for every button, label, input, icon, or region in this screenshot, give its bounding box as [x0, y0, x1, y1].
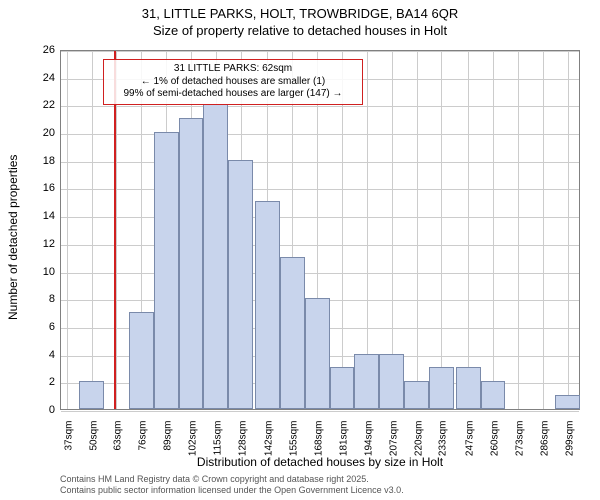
y-tick-label: 2: [25, 376, 55, 388]
y-tick-label: 20: [25, 127, 55, 139]
gridline-v: [417, 51, 418, 409]
gridline-v: [92, 51, 93, 409]
gridline-v: [468, 51, 469, 409]
x-tick-label: 247sqm: [465, 421, 476, 471]
histogram-bar: [179, 118, 204, 409]
reference-callout: 31 LITTLE PARKS: 62sqm← 1% of detached h…: [103, 59, 363, 105]
x-tick-label: 89sqm: [163, 421, 174, 471]
gridline-v: [441, 51, 442, 409]
histogram-bar: [255, 201, 280, 409]
y-tick-label: 24: [25, 72, 55, 84]
x-tick-label: 155sqm: [289, 421, 300, 471]
chart-title: 31, LITTLE PARKS, HOLT, TROWBRIDGE, BA14…: [0, 0, 600, 40]
x-tick-label: 50sqm: [88, 421, 99, 471]
histogram-bar: [481, 381, 506, 409]
histogram-bar: [305, 298, 330, 409]
gridline-h: [61, 134, 579, 135]
histogram-bar: [280, 257, 305, 409]
plot-area: 31 LITTLE PARKS: 62sqm← 1% of detached h…: [60, 50, 580, 410]
x-tick-label: 37sqm: [63, 421, 74, 471]
title-line-1: 31, LITTLE PARKS, HOLT, TROWBRIDGE, BA14…: [0, 6, 600, 23]
title-line-2: Size of property relative to detached ho…: [0, 23, 600, 40]
x-tick-label: 194sqm: [363, 421, 374, 471]
y-tick-label: 22: [25, 99, 55, 111]
y-axis-label: Number of detached properties: [6, 155, 20, 320]
gridline-h: [61, 245, 579, 246]
gridline-v: [116, 51, 117, 409]
attribution-line-2: Contains public sector information licen…: [60, 485, 404, 496]
y-tick-label: 26: [25, 44, 55, 56]
x-tick-label: 168sqm: [314, 421, 325, 471]
gridline-h: [61, 106, 579, 107]
histogram-bar: [330, 367, 355, 409]
y-tick-label: 12: [25, 238, 55, 250]
x-tick-label: 299sqm: [564, 421, 575, 471]
gridline-h: [61, 273, 579, 274]
x-tick-label: 102sqm: [188, 421, 199, 471]
y-tick-label: 4: [25, 349, 55, 361]
x-tick-label: 220sqm: [413, 421, 424, 471]
histogram-bar: [129, 312, 154, 409]
x-tick-label: 181sqm: [339, 421, 350, 471]
gridline-v: [342, 51, 343, 409]
histogram-bar: [456, 367, 481, 409]
gridline-v: [493, 51, 494, 409]
x-tick-label: 76sqm: [138, 421, 149, 471]
gridline-h: [61, 51, 579, 52]
histogram-bar: [404, 381, 429, 409]
gridline-v: [568, 51, 569, 409]
y-tick-label: 10: [25, 266, 55, 278]
x-tick-label: 260sqm: [490, 421, 501, 471]
histogram-bar: [354, 354, 379, 409]
histogram-bar: [79, 381, 104, 409]
gridline-h: [61, 411, 579, 412]
x-tick-label: 233sqm: [438, 421, 449, 471]
x-tick-label: 115sqm: [212, 421, 223, 471]
gridline-v: [518, 51, 519, 409]
attribution-block: Contains HM Land Registry data © Crown c…: [60, 474, 404, 496]
histogram-bar: [228, 160, 253, 409]
histogram-bar: [429, 367, 454, 409]
callout-line: 31 LITTLE PARKS: 62sqm: [110, 63, 356, 76]
x-tick-label: 286sqm: [539, 421, 550, 471]
callout-line: ← 1% of detached houses are smaller (1): [110, 76, 356, 89]
y-tick-label: 16: [25, 182, 55, 194]
y-tick-label: 8: [25, 293, 55, 305]
x-tick-label: 142sqm: [264, 421, 275, 471]
y-tick-label: 0: [25, 404, 55, 416]
gridline-h: [61, 217, 579, 218]
x-tick-label: 207sqm: [388, 421, 399, 471]
x-tick-label: 63sqm: [113, 421, 124, 471]
y-tick-label: 6: [25, 321, 55, 333]
gridline-v: [543, 51, 544, 409]
histogram-bar: [379, 354, 404, 409]
histogram-bar: [154, 132, 179, 409]
x-tick-label: 128sqm: [237, 421, 248, 471]
chart-container: 31, LITTLE PARKS, HOLT, TROWBRIDGE, BA14…: [0, 0, 600, 500]
x-tick-label: 273sqm: [514, 421, 525, 471]
gridline-v: [67, 51, 68, 409]
gridline-h: [61, 189, 579, 190]
gridline-h: [61, 162, 579, 163]
attribution-line-1: Contains HM Land Registry data © Crown c…: [60, 474, 404, 485]
histogram-bar: [555, 395, 580, 409]
callout-line: 99% of semi-detached houses are larger (…: [110, 88, 356, 101]
y-tick-label: 14: [25, 210, 55, 222]
reference-line: [114, 51, 116, 409]
y-tick-label: 18: [25, 155, 55, 167]
histogram-bar: [203, 104, 228, 409]
